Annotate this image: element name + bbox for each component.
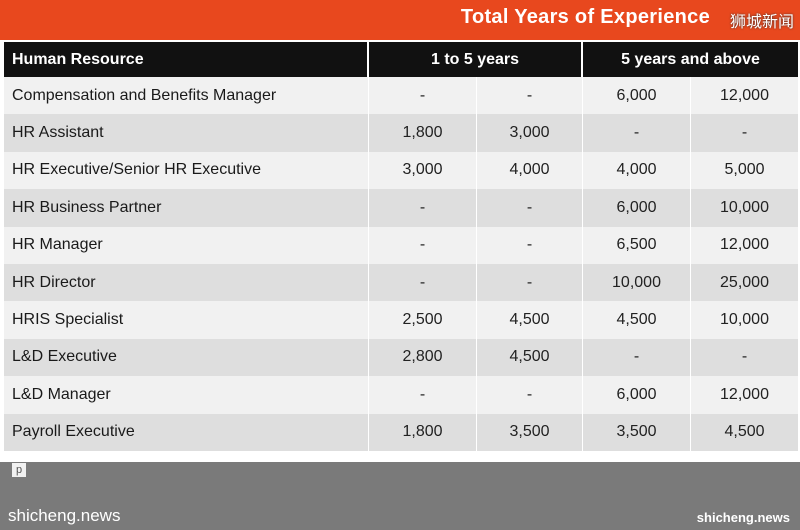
table-row: HR Director - - 10,000 25,000: [4, 263, 798, 302]
value-cell: -: [583, 338, 691, 377]
value-cell: 4,500: [477, 301, 583, 339]
value-cell: 5,000: [691, 151, 798, 190]
value-cell: 3,500: [477, 413, 583, 451]
value-cell: 10,000: [691, 301, 798, 339]
value-cell: 4,000: [583, 151, 691, 190]
value-cell: -: [369, 376, 477, 414]
header-5-years-above: 5 years and above: [583, 42, 798, 77]
value-cell: 1,800: [369, 413, 477, 451]
role-cell: HR Business Partner: [4, 189, 369, 227]
value-cell: 3,000: [477, 114, 583, 152]
value-cell: -: [691, 338, 798, 377]
value-cell: 2,500: [369, 301, 477, 339]
value-cell: -: [477, 77, 583, 115]
role-cell: HR Executive/Senior HR Executive: [4, 151, 369, 190]
value-cell: -: [369, 263, 477, 302]
footer-site-left: shicheng.news: [8, 506, 121, 525]
value-cell: 10,000: [691, 189, 798, 227]
table-row: L&D Manager - - 6,000 12,000: [4, 376, 798, 414]
header-1-to-5-years: 1 to 5 years: [369, 42, 583, 77]
value-cell: 12,000: [691, 77, 798, 115]
value-cell: 4,500: [477, 338, 583, 377]
header-row: Human Resource 1 to 5 years 5 years and …: [4, 42, 798, 77]
value-cell: 4,000: [477, 151, 583, 190]
value-cell: 1,800: [369, 114, 477, 152]
header-human-resource: Human Resource: [4, 42, 369, 77]
value-cell: 6,500: [583, 226, 691, 264]
value-cell: -: [477, 189, 583, 227]
value-cell: -: [369, 189, 477, 227]
table-row: HRIS Specialist 2,500 4,500 4,500 10,000: [4, 301, 798, 339]
table-row: Payroll Executive 1,800 3,500 3,500 4,50…: [4, 413, 798, 451]
table-row: L&D Executive 2,800 4,500 - -: [4, 338, 798, 377]
table-row: Compensation and Benefits Manager - - 6,…: [4, 77, 798, 115]
role-cell: HR Assistant: [4, 114, 369, 152]
table-row: HR Executive/Senior HR Executive 3,000 4…: [4, 151, 798, 190]
value-cell: 6,000: [583, 77, 691, 115]
cut-off-row-fragment: p: [12, 463, 26, 477]
watermark-chinese: 狮城新闻: [729, 14, 794, 31]
value-cell: -: [477, 226, 583, 264]
value-cell: 6,000: [583, 189, 691, 227]
value-cell: 2,800: [369, 338, 477, 377]
table-banner: Total Years of Experience 狮城新闻: [0, 0, 800, 40]
value-cell: -: [369, 77, 477, 115]
value-cell: -: [691, 114, 798, 152]
footer-site-right: shicheng.news: [696, 510, 790, 525]
value-cell: -: [477, 263, 583, 302]
table-row: HR Manager - - 6,500 12,000: [4, 226, 798, 264]
value-cell: 10,000: [583, 263, 691, 302]
value-cell: -: [369, 226, 477, 264]
value-cell: 3,000: [369, 151, 477, 190]
value-cell: 12,000: [691, 376, 798, 414]
table-row: HR Assistant 1,800 3,000 - -: [4, 114, 798, 152]
table-row: HR Business Partner - - 6,000 10,000: [4, 189, 798, 227]
value-cell: 4,500: [691, 413, 798, 451]
salary-table: Human Resource 1 to 5 years 5 years and …: [4, 42, 798, 451]
footer-bar: shicheng.news shicheng.news: [0, 462, 800, 530]
value-cell: 12,000: [691, 226, 798, 264]
value-cell: 25,000: [691, 263, 798, 302]
value-cell: -: [583, 114, 691, 152]
role-cell: L&D Executive: [4, 338, 369, 377]
role-cell: Payroll Executive: [4, 413, 369, 451]
role-cell: HR Director: [4, 263, 369, 302]
role-cell: Compensation and Benefits Manager: [4, 77, 369, 115]
role-cell: HR Manager: [4, 226, 369, 264]
value-cell: 3,500: [583, 413, 691, 451]
role-cell: L&D Manager: [4, 376, 369, 414]
value-cell: -: [477, 376, 583, 414]
value-cell: 6,000: [583, 376, 691, 414]
role-cell: HRIS Specialist: [4, 301, 369, 339]
banner-title: Total Years of Experience: [460, 6, 710, 28]
value-cell: 4,500: [583, 301, 691, 339]
